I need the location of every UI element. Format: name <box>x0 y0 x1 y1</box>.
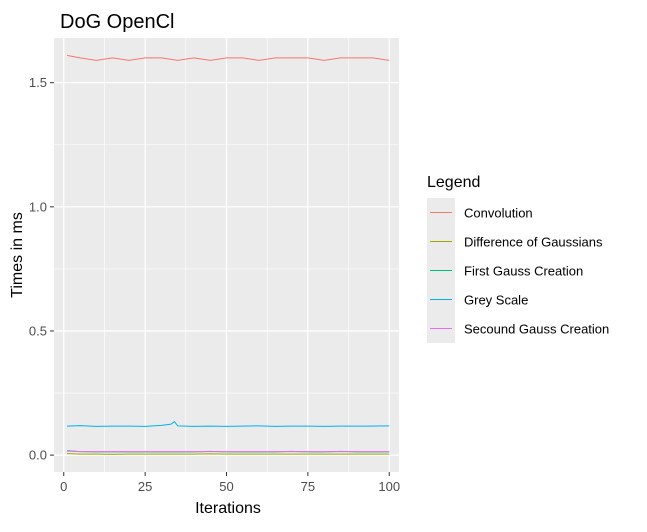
legend-label-secound-gauss-creation: Secound Gauss Creation <box>464 322 609 337</box>
y-tick-label: 1.0 <box>29 199 47 214</box>
chart-title: DoG OpenCl <box>60 11 175 33</box>
legend-items: Convolution Difference of Gaussians First … <box>427 198 609 343</box>
series-line-difference-of-gaussians <box>67 453 390 455</box>
y-tick-label: 1.5 <box>29 75 47 90</box>
axes: 0 25 50 75 100 0.0 0.5 1.0 1.5 <box>29 75 400 494</box>
legend-title: Legend <box>427 174 480 191</box>
series-line-secound-gauss-creation <box>67 450 390 453</box>
x-axis-label: Iterations <box>195 500 261 517</box>
series-lines <box>66 54 390 455</box>
x-tick-label: 50 <box>219 479 233 494</box>
y-axis-label: Times in ms <box>9 212 26 298</box>
legend-label-difference-of-gaussians: Difference of Gaussians <box>464 235 603 250</box>
y-tick-label: 0.0 <box>29 448 47 463</box>
x-tick-label: 100 <box>378 479 400 494</box>
legend: Legend Convolution Difference of Gaussian… <box>427 174 609 343</box>
legend-label-grey-scale: Grey Scale <box>464 293 528 308</box>
series-line-convolution <box>66 54 390 61</box>
series-line-grey-scale <box>67 421 390 427</box>
y-tick-label: 0.5 <box>29 323 47 338</box>
x-tick-label: 25 <box>138 479 152 494</box>
legend-label-first-gauss-creation: First Gauss Creation <box>464 264 583 279</box>
x-tick-label: 75 <box>301 479 315 494</box>
legend-label-convolution: Convolution <box>464 206 533 221</box>
grid-lines <box>54 38 399 472</box>
x-tick-label: 0 <box>60 479 67 494</box>
